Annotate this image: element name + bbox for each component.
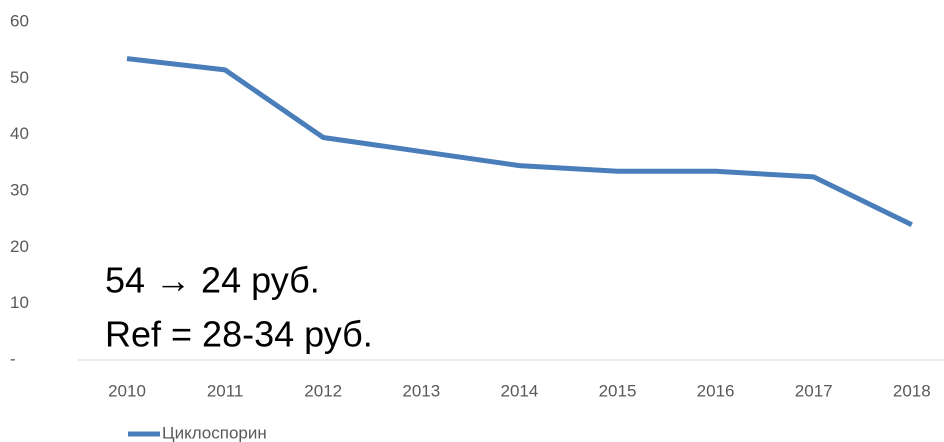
data-line <box>126 56 913 228</box>
x-tick-label: 2015 <box>599 381 637 400</box>
y-tick-label: 40 <box>10 124 29 143</box>
x-tick-label: 2012 <box>304 381 342 400</box>
y-tick-label: 60 <box>10 11 29 30</box>
legend-label: Циклоспорин <box>162 423 267 442</box>
x-tick-label: 2018 <box>893 381 931 400</box>
x-tick-label: 2013 <box>402 381 440 400</box>
x-tick-label: 2010 <box>108 381 146 400</box>
y-tick-label: 20 <box>10 237 29 256</box>
x-tick-label: 2011 <box>207 381 244 400</box>
y-tick-label: 30 <box>10 180 29 199</box>
x-tick-label: 2014 <box>500 381 538 400</box>
y-tick-label: - <box>10 349 16 368</box>
annotation: 54 → 24 руб. <box>105 260 320 301</box>
x-tick-label: 2016 <box>697 381 735 400</box>
x-tick-label: 2017 <box>795 381 833 400</box>
y-tick-label: 10 <box>10 293 29 312</box>
annotation: Ref = 28-34 руб. <box>105 314 373 355</box>
y-tick-label: 50 <box>10 68 29 87</box>
